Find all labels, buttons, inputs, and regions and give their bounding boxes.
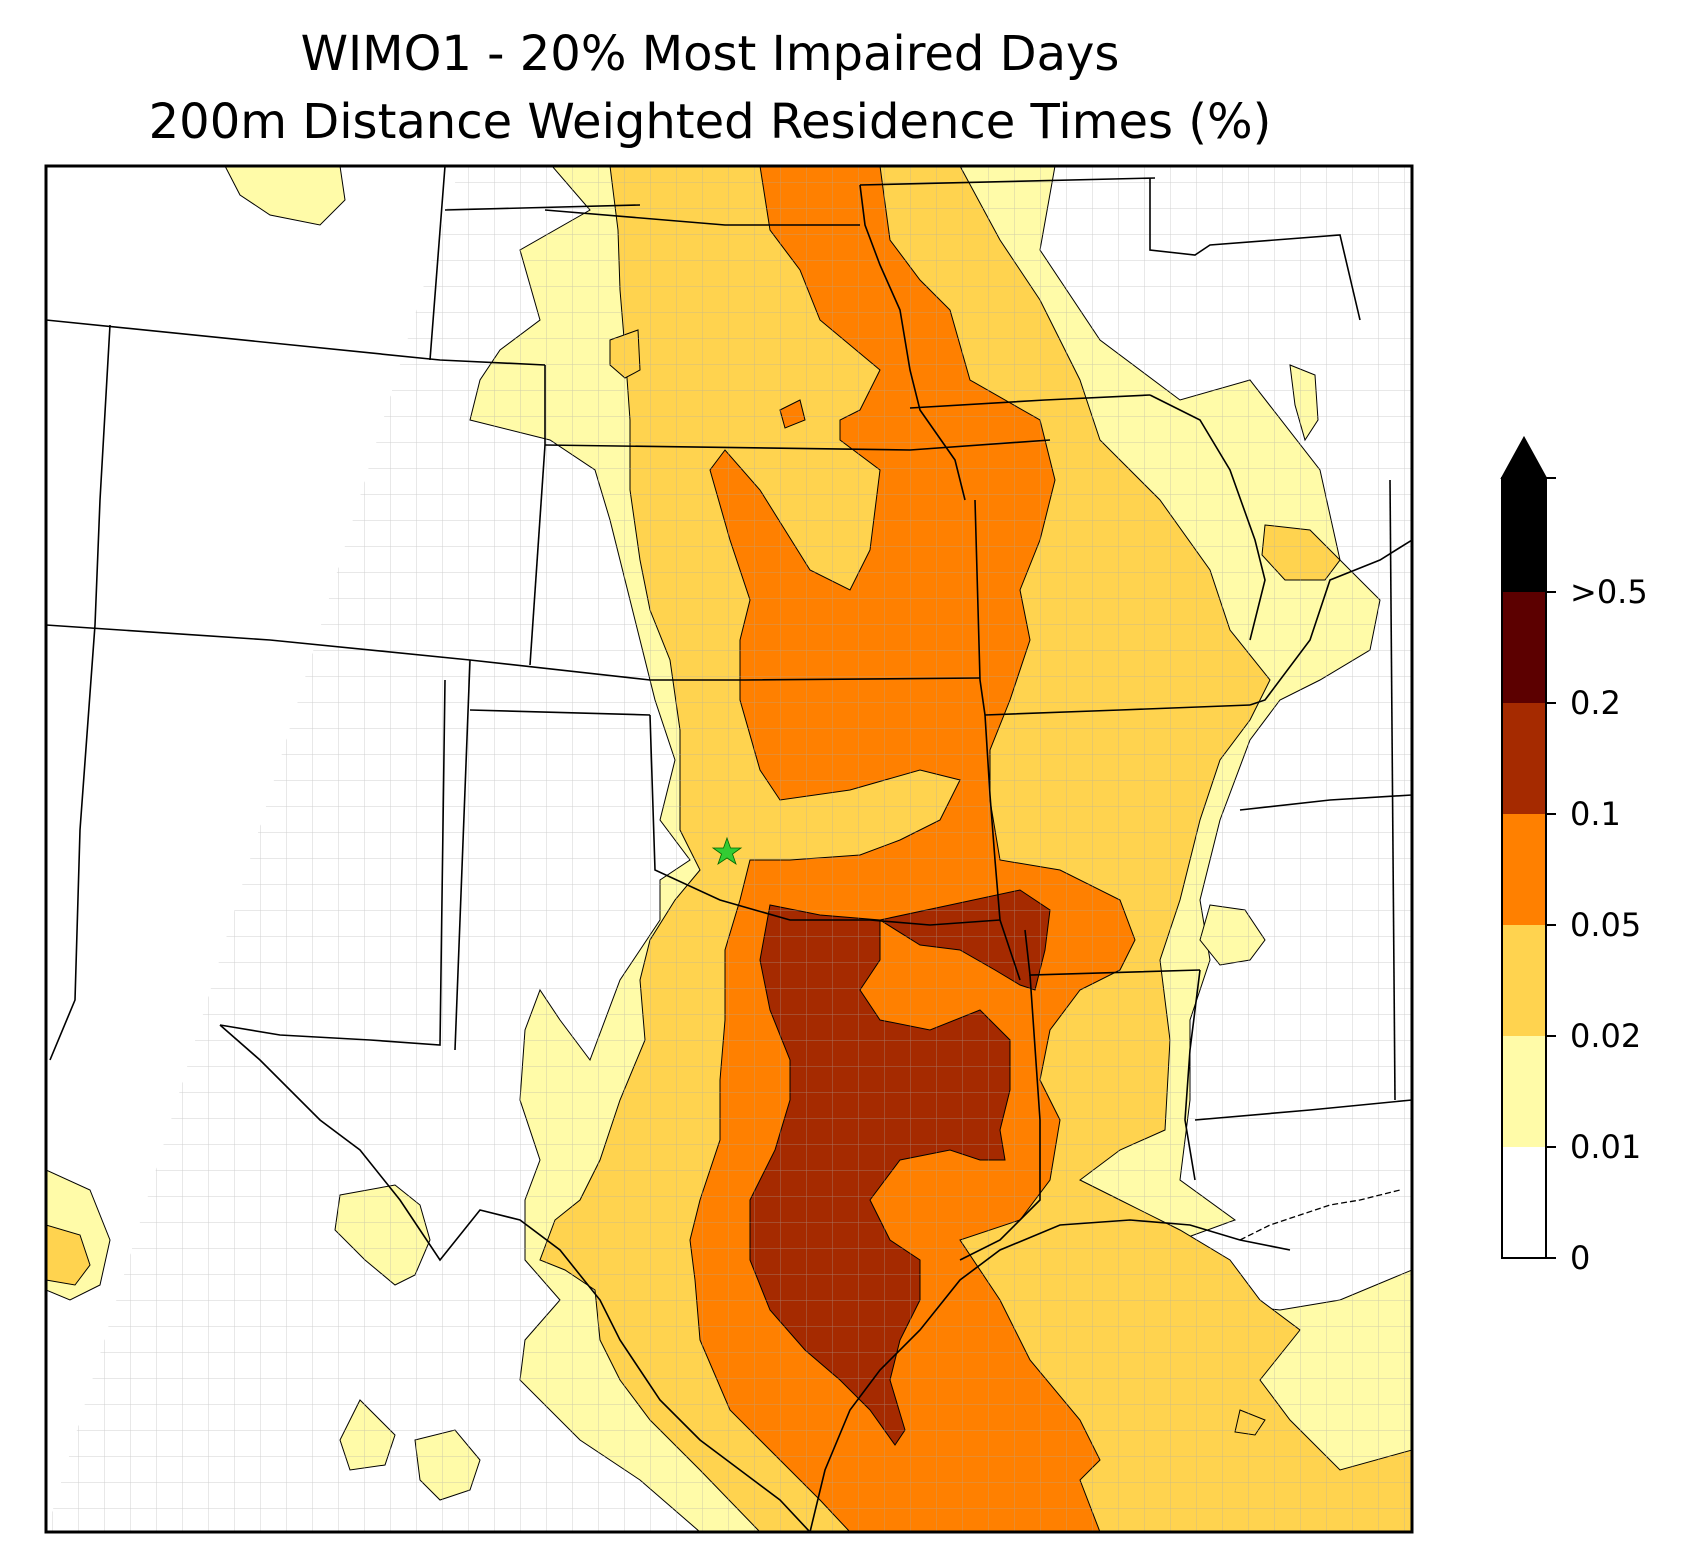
colorbar-label-0.1: 0.1 xyxy=(1570,795,1621,833)
colorbar-label-0.2: 0.2 xyxy=(1570,684,1621,722)
site-marker-star-icon xyxy=(711,836,743,865)
colorbar-segment-0.01 xyxy=(1502,1036,1546,1147)
colorbar-segment-0 xyxy=(1502,1147,1546,1258)
colorbar xyxy=(1500,435,1556,1259)
colorbar-frame xyxy=(1501,477,1547,1259)
colorbar-segment->0.5 xyxy=(1502,478,1546,592)
colorbar-label-0.05: 0.05 xyxy=(1570,906,1642,944)
chart-title-line-2: 200m Distance Weighted Residence Times (… xyxy=(148,94,1272,150)
colorbar-label-0.01: 0.01 xyxy=(1570,1128,1642,1166)
colorbar-segment-0.2 xyxy=(1502,592,1546,703)
coastline xyxy=(1239,1189,1401,1241)
colorbar-extend-triangle xyxy=(1500,435,1548,479)
state-boundaries xyxy=(46,166,1412,1532)
colorbar-label-gt-0.5: >0.5 xyxy=(1570,573,1648,611)
colorbar-label-0.02: 0.02 xyxy=(1570,1017,1642,1055)
map-frame xyxy=(44,164,1414,1534)
colorbar-segment-0.1 xyxy=(1502,703,1546,814)
colorbar-segment-0.02 xyxy=(1502,925,1546,1036)
chart-title-line-1: WIMO1 - 20% Most Impaired Days xyxy=(300,26,1120,82)
colorbar-label-0: 0 xyxy=(1570,1239,1591,1277)
colorbar-segment-0.05 xyxy=(1502,814,1546,925)
